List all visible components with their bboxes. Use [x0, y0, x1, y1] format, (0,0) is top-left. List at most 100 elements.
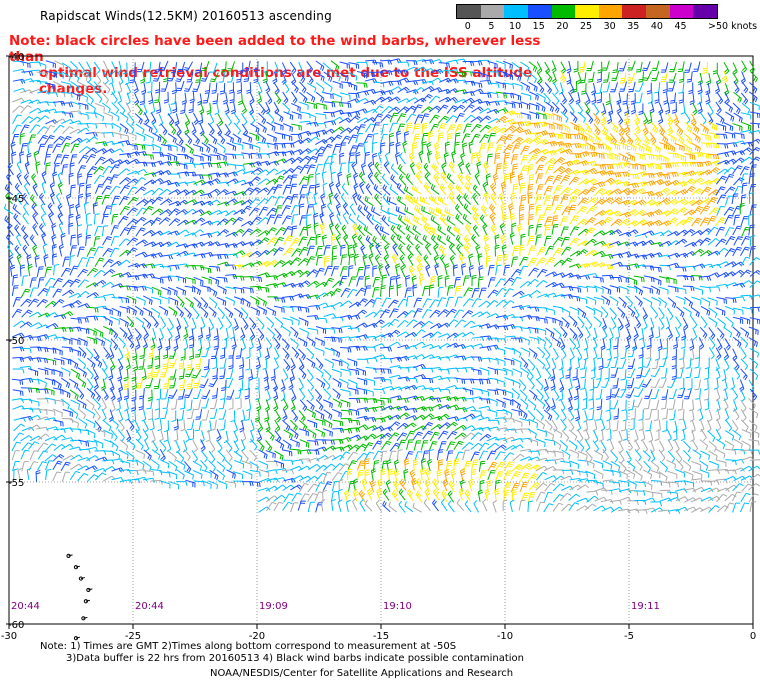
barb-flag	[638, 80, 643, 83]
wind-barb	[78, 112, 89, 120]
barb-flag	[518, 113, 521, 119]
barb-flag	[329, 183, 335, 188]
barb-flag	[263, 119, 267, 125]
wind-barb	[328, 181, 335, 195]
barb-staff	[551, 60, 557, 71]
barb-staff	[692, 177, 701, 185]
barb-staff	[552, 71, 557, 82]
barb-staff	[389, 188, 399, 196]
barb-staff	[733, 177, 741, 186]
barb-flag	[86, 186, 91, 189]
wind-barb	[421, 122, 428, 135]
barb-flag	[465, 162, 470, 167]
wind-barb	[253, 60, 259, 73]
barb-flag	[113, 174, 119, 176]
barb-flag	[398, 69, 402, 74]
barb-flag	[642, 127, 647, 132]
barb-staff	[610, 121, 619, 130]
wind-barb	[429, 77, 442, 84]
wind-barb	[668, 72, 677, 83]
barb-flag	[69, 113, 72, 118]
barb-flag	[243, 130, 247, 135]
wind-barb	[148, 92, 154, 105]
barb-flag	[561, 70, 566, 75]
wind-barb	[253, 71, 259, 84]
barb-flag	[398, 173, 403, 179]
wind-barb	[221, 61, 227, 73]
wind-barb	[560, 187, 572, 196]
barb-flag	[720, 118, 723, 123]
barb-flag	[548, 185, 553, 188]
wind-barb	[553, 185, 563, 195]
barb-staff	[599, 83, 603, 94]
barb-staff	[53, 136, 61, 144]
barb-flag	[257, 128, 260, 134]
barb-flag	[728, 175, 734, 178]
barb-flag	[600, 117, 605, 122]
barb-staff	[94, 156, 102, 166]
barb-staff	[741, 81, 749, 90]
barb-flag	[580, 81, 585, 84]
barb-staff	[568, 103, 575, 112]
wind-barb	[553, 82, 559, 95]
barb-flag	[609, 164, 612, 170]
barb-flag	[171, 69, 176, 72]
barb-flag	[653, 127, 657, 133]
wind-barb	[609, 152, 620, 161]
barb-flag	[551, 78, 556, 82]
barb-flag	[612, 139, 616, 144]
wind-barb	[634, 143, 645, 153]
wind-barb	[512, 82, 523, 91]
barb-flag	[551, 67, 556, 72]
barb-staff	[684, 111, 691, 121]
barb-flag	[718, 109, 722, 114]
barb-flag	[34, 152, 39, 156]
barb-flag	[169, 119, 173, 124]
barb-staff	[274, 61, 279, 72]
barb-flag	[346, 128, 351, 133]
barb-flag	[470, 97, 475, 102]
barb-flag	[495, 157, 500, 159]
barb-flag	[35, 124, 41, 127]
barb-staff	[348, 115, 357, 123]
barb-flag	[346, 77, 349, 82]
barb-staff	[204, 71, 210, 82]
wind-barb	[224, 123, 231, 136]
barb-flag	[487, 60, 491, 65]
barb-staff	[78, 93, 88, 98]
barb-staff	[398, 177, 407, 186]
barb-flag	[487, 115, 492, 119]
barb-flag	[142, 151, 146, 157]
barb-staff	[70, 143, 76, 154]
barb-staff	[748, 174, 751, 185]
barb-staff	[184, 102, 186, 113]
barb-flag	[702, 69, 708, 72]
barb-flag	[85, 127, 90, 132]
barb-flag	[413, 80, 416, 86]
barb-staff	[160, 154, 171, 157]
wind-barb	[119, 184, 130, 194]
barb-flag	[566, 169, 571, 173]
wind-barb	[171, 82, 177, 95]
barb-flag	[532, 66, 536, 71]
barb-staff	[299, 148, 309, 156]
barb-flag	[630, 145, 633, 150]
barb-flag	[76, 77, 80, 83]
barb-flag	[410, 164, 415, 168]
barb-flag	[589, 144, 592, 150]
barb-staff	[85, 174, 89, 185]
barb-flag	[575, 190, 580, 194]
barb-flag	[77, 86, 80, 92]
barb-staff	[590, 60, 594, 71]
barb-staff	[706, 62, 708, 73]
barb-flag	[261, 118, 265, 123]
barb-flag	[105, 187, 111, 190]
wind-barb	[237, 93, 244, 106]
wind-barb	[12, 68, 26, 74]
wind-barb	[439, 183, 447, 196]
wind-barb	[272, 71, 278, 84]
barb-flag	[560, 166, 566, 170]
barb-flag	[581, 130, 586, 135]
barb-flag	[171, 128, 175, 134]
barb-flag	[355, 151, 361, 155]
